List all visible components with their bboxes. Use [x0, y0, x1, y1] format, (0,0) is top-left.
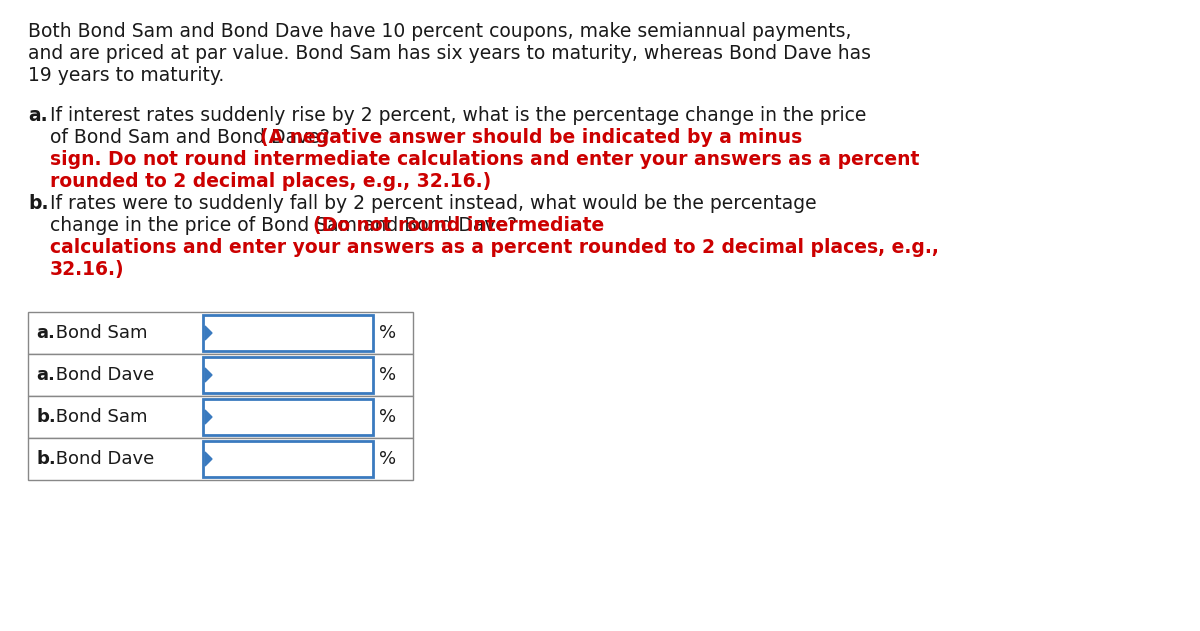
Text: a.: a. — [36, 366, 55, 384]
Text: Bond Sam: Bond Sam — [50, 408, 148, 426]
Polygon shape — [205, 326, 212, 340]
Bar — [28, 312, 413, 354]
Text: If interest rates suddenly rise by 2 percent, what is the percentage change in t: If interest rates suddenly rise by 2 per… — [50, 106, 866, 125]
Text: %: % — [379, 450, 396, 468]
Text: b.: b. — [28, 194, 48, 213]
Text: %: % — [379, 408, 396, 426]
Text: %: % — [379, 324, 396, 342]
Text: change in the price of Bond Sam and Bond Dave?: change in the price of Bond Sam and Bond… — [50, 216, 523, 235]
Polygon shape — [205, 368, 212, 382]
Text: (A negative answer should be indicated by a minus: (A negative answer should be indicated b… — [260, 128, 803, 147]
Bar — [203, 441, 373, 477]
Text: Both Bond Sam and Bond Dave have 10 percent coupons, make semiannual payments,: Both Bond Sam and Bond Dave have 10 perc… — [28, 22, 852, 41]
Text: 19 years to maturity.: 19 years to maturity. — [28, 66, 224, 85]
Bar — [28, 354, 413, 396]
Text: (Do not round intermediate: (Do not round intermediate — [313, 216, 605, 235]
Bar — [203, 399, 373, 435]
Text: Bond Dave: Bond Dave — [50, 366, 155, 384]
Text: and are priced at par value. Bond Sam has six years to maturity, whereas Bond Da: and are priced at par value. Bond Sam ha… — [28, 44, 871, 63]
Text: 32.16.): 32.16.) — [50, 260, 125, 279]
Text: calculations and enter your answers as a percent rounded to 2 decimal places, e.: calculations and enter your answers as a… — [50, 238, 938, 257]
Text: of Bond Sam and Bond Dave?: of Bond Sam and Bond Dave? — [50, 128, 336, 147]
Text: a.: a. — [28, 106, 48, 125]
Bar — [28, 438, 413, 480]
Polygon shape — [205, 410, 212, 424]
Bar — [203, 357, 373, 393]
Text: a.: a. — [36, 324, 55, 342]
Text: b.: b. — [36, 408, 55, 426]
Bar — [203, 315, 373, 351]
Text: Bond Dave: Bond Dave — [50, 450, 155, 468]
Text: %: % — [379, 366, 396, 384]
Bar — [28, 396, 413, 438]
Text: sign. Do not round intermediate calculations and enter your answers as a percent: sign. Do not round intermediate calculat… — [50, 150, 919, 169]
Text: If rates were to suddenly fall by 2 percent instead, what would be the percentag: If rates were to suddenly fall by 2 perc… — [50, 194, 817, 213]
Polygon shape — [205, 452, 212, 466]
Text: b.: b. — [36, 450, 55, 468]
Text: rounded to 2 decimal places, e.g., 32.16.): rounded to 2 decimal places, e.g., 32.16… — [50, 172, 491, 191]
Text: Bond Sam: Bond Sam — [50, 324, 148, 342]
